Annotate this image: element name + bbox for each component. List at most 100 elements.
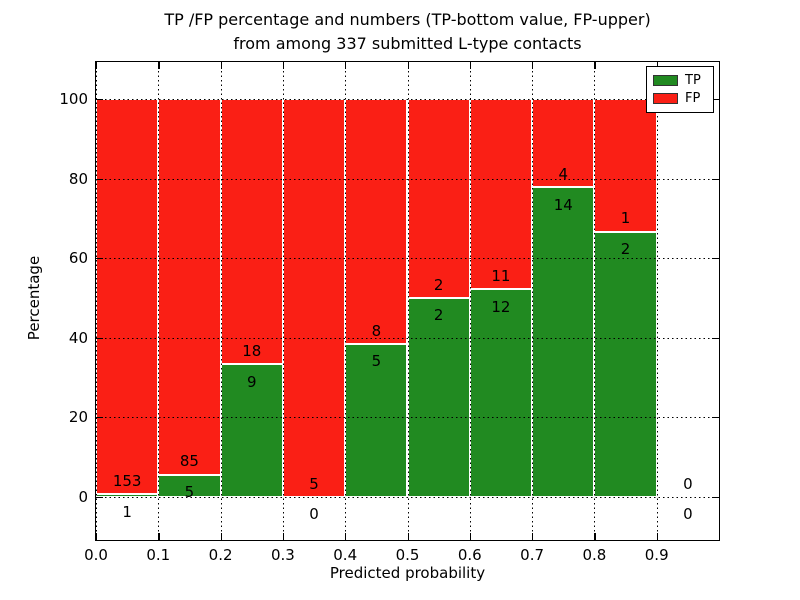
label-fp-2: 18 [242, 341, 262, 360]
bar-fp-1 [158, 98, 221, 475]
bar-fp-6 [469, 98, 533, 290]
label-tp-8: 2 [620, 240, 631, 259]
gridline-v-0.9 [656, 62, 658, 540]
label-fp-7: 4 [558, 165, 569, 184]
y-tick-right-0 [712, 496, 719, 498]
legend-entry-tp: TP [653, 73, 707, 88]
label-fp-5: 2 [433, 275, 444, 294]
bar-tp-8 [594, 231, 657, 497]
gridline-v-0.8 [594, 62, 596, 540]
label-fp-4: 8 [371, 321, 382, 340]
label-fp-3: 5 [309, 474, 319, 493]
chart-title-line1: TP /FP percentage and numbers (TP-bottom… [164, 10, 651, 29]
legend: TP FP [646, 66, 714, 113]
y-tick-left-20 [96, 417, 103, 419]
gridline-v-0.6 [469, 62, 471, 540]
y-tick-right-20 [712, 417, 719, 419]
chart-title-line2: from among 337 submitted L-type contacts [233, 34, 582, 53]
x-tick-bottom-0.7 [532, 533, 534, 540]
y-tick-label-40: 40 [68, 328, 88, 347]
y-tick-right-60 [712, 258, 719, 260]
x-tick-label-0.7: 0.7 [520, 546, 545, 564]
bar-tp-6 [469, 289, 533, 497]
label-tp-9: 0 [683, 505, 693, 524]
label-tp-0: 1 [122, 502, 132, 521]
x-tick-bottom-0.8 [594, 533, 596, 540]
label-tp-1: 5 [184, 483, 195, 502]
gridline-v-0.4 [345, 62, 347, 540]
bar-fp-0 [96, 98, 159, 495]
bar-fp-5 [407, 98, 470, 298]
x-tick-bottom-0.9 [656, 533, 658, 540]
bar-fp-3 [282, 98, 346, 497]
x-tick-label-0.0: 0.0 [84, 546, 108, 564]
label-tp-5: 2 [433, 306, 444, 325]
y-tick-label-80: 80 [68, 169, 88, 188]
label-fp-1: 85 [179, 452, 199, 471]
y-axis-label: Percentage [25, 255, 43, 341]
x-tick-bottom-0.2 [220, 533, 222, 540]
label-tp-3: 0 [309, 505, 319, 524]
x-tick-bottom-0.4 [345, 533, 347, 540]
label-fp-8: 1 [620, 209, 631, 228]
y-tick-right-100 [712, 98, 719, 101]
x-tick-label-0.2: 0.2 [208, 546, 233, 564]
label-fp-6: 11 [491, 267, 511, 286]
y-tick-right-80 [712, 178, 719, 180]
gridline-v-0.7 [532, 62, 534, 540]
gridline-v-0.3 [282, 62, 284, 540]
x-tick-label-0.1: 0.1 [146, 546, 171, 564]
y-tick-right-40 [712, 337, 719, 339]
bar-fp-4 [345, 98, 408, 344]
bar-tp-4 [345, 343, 408, 497]
x-tick-label-0.3: 0.3 [270, 546, 295, 564]
y-tick-left-100 [96, 98, 103, 101]
y-tick-left-60 [96, 258, 103, 260]
label-tp-4: 5 [371, 352, 382, 371]
x-tick-top-0.6 [469, 62, 472, 69]
fp-color-swatch [653, 93, 678, 105]
x-tick-top-0.4 [345, 62, 347, 69]
y-tick-left-80 [96, 178, 103, 180]
gridline-v-0.5 [407, 62, 409, 540]
label-tp-2: 9 [246, 372, 257, 391]
gridline-v-0.2 [220, 62, 222, 540]
label-fp-9: 0 [683, 474, 693, 493]
label-fp-0: 153 [112, 471, 142, 490]
label-tp-7: 14 [553, 195, 573, 214]
y-tick-left-0 [96, 496, 103, 498]
x-tick-bottom-0.1 [158, 533, 160, 540]
x-tick-top-0.0 [96, 62, 98, 69]
y-tick-label-0: 0 [78, 487, 88, 506]
gridline-v-0.0 [96, 62, 97, 540]
y-tick-left-40 [96, 337, 103, 339]
bar-fp-2 [220, 98, 283, 365]
x-tick-label-0.6: 0.6 [457, 546, 482, 564]
tp-color-swatch [653, 74, 678, 86]
legend-entry-fp: FP [653, 91, 707, 106]
x-tick-bottom-0.3 [282, 533, 285, 540]
x-tick-top-0.2 [220, 62, 222, 69]
bar-tp-2 [220, 364, 283, 497]
x-tick-top-0.7 [532, 62, 534, 69]
y-tick-label-20: 20 [68, 408, 88, 427]
bar-tp-5 [407, 297, 470, 497]
legend-label-fp: FP [685, 91, 701, 107]
legend-label-tp: TP [685, 72, 701, 88]
x-tick-top-0.1 [158, 62, 160, 69]
x-tick-bottom-0.5 [407, 533, 409, 540]
gridline-v-0.1 [158, 62, 160, 540]
x-tick-label-0.4: 0.4 [333, 546, 358, 564]
x-tick-label-0.8: 0.8 [582, 546, 607, 564]
x-tick-bottom-0.0 [96, 533, 98, 540]
bar-tp-7 [532, 187, 595, 497]
x-tick-top-0.5 [407, 62, 409, 69]
y-tick-label-100: 100 [59, 89, 88, 108]
x-tick-top-0.3 [282, 62, 285, 69]
x-axis-label: Predicted probability [329, 564, 486, 582]
x-tick-top-0.8 [594, 62, 596, 69]
y-tick-label-60: 60 [68, 249, 88, 268]
x-tick-top-0.9 [656, 62, 658, 69]
x-tick-bottom-0.6 [469, 533, 472, 540]
